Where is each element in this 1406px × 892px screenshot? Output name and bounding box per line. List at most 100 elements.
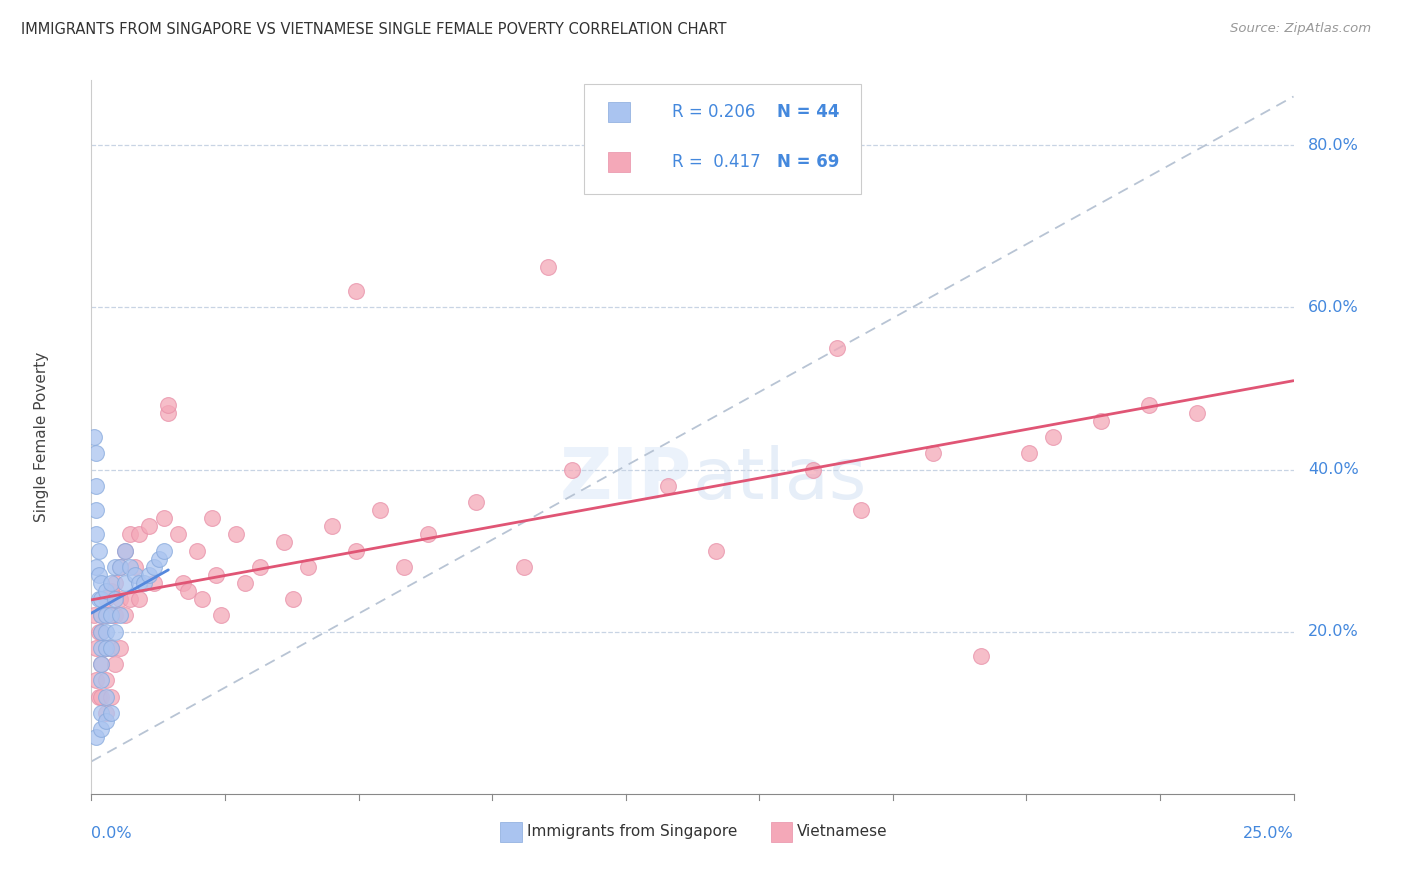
Point [84,559,107,574]
Text: Vietnamese: Vietnamese [797,824,887,839]
Point [90,592,112,607]
Point [392,559,415,574]
Point [172,576,194,591]
Point [104,624,127,639]
Text: atlas: atlas [692,445,868,515]
Point [922,446,945,460]
Point [84,503,107,517]
Point [128,576,150,591]
Point [90,608,112,623]
Point [94,690,117,704]
Point [110,592,132,607]
Text: N = 44: N = 44 [776,103,839,121]
Point [94,673,117,688]
Point [1090,414,1112,428]
Point [344,543,367,558]
Point [1042,430,1064,444]
Point [83,430,105,444]
Point [94,584,117,599]
Point [233,576,256,591]
Point [142,576,165,591]
Point [114,608,136,623]
Point [94,706,117,720]
Text: Source: ZipAtlas.com: Source: ZipAtlas.com [1230,22,1371,36]
Point [100,608,122,623]
Point [152,511,174,525]
Point [142,559,165,574]
Point [94,624,117,639]
Point [191,592,214,607]
FancyBboxPatch shape [770,822,792,842]
Point [87,592,110,607]
Text: 40.0%: 40.0% [1308,462,1358,477]
Point [465,495,488,509]
Point [273,535,295,549]
Point [537,260,560,274]
Point [104,576,127,591]
Point [849,503,872,517]
Point [124,568,146,582]
Point [118,527,141,541]
Point [100,576,122,591]
Point [90,624,112,639]
Point [297,559,319,574]
Point [90,608,112,623]
Point [90,576,112,591]
FancyBboxPatch shape [609,103,630,122]
Text: ZIP: ZIP [560,445,692,515]
Point [104,592,127,607]
Point [186,543,208,558]
Point [100,706,122,720]
Point [94,608,117,623]
FancyBboxPatch shape [609,153,630,172]
Point [87,624,110,639]
Point [94,640,117,655]
Point [110,559,132,574]
Point [368,503,391,517]
FancyBboxPatch shape [585,84,860,194]
Point [104,559,127,574]
Point [104,657,127,672]
Point [225,527,247,541]
Point [84,673,107,688]
Point [104,608,127,623]
Text: Single Female Poverty: Single Female Poverty [34,352,49,522]
Point [1018,446,1040,460]
Point [657,479,679,493]
Point [201,511,224,525]
Point [283,592,305,607]
Point [110,608,132,623]
Point [176,584,198,599]
Point [94,592,117,607]
Point [110,559,132,574]
Point [100,640,122,655]
Text: 60.0%: 60.0% [1308,300,1358,315]
Point [128,527,150,541]
Point [1187,406,1209,420]
Point [128,592,150,607]
Point [94,714,117,728]
Point [205,568,228,582]
Point [321,519,343,533]
Text: 20.0%: 20.0% [1308,624,1358,640]
Point [801,462,824,476]
Point [94,640,117,655]
Point [167,527,190,541]
Point [84,730,107,744]
Point [970,648,993,663]
Text: R = 0.206: R = 0.206 [672,103,755,121]
Point [100,690,122,704]
Point [157,398,180,412]
Point [87,690,110,704]
Point [138,568,160,582]
Point [416,527,439,541]
Point [100,608,122,623]
Point [90,657,112,672]
Point [114,543,136,558]
Point [90,690,112,704]
Point [87,543,110,558]
Point [114,576,136,591]
Point [84,640,107,655]
Text: R =  0.417: R = 0.417 [672,153,761,171]
Text: Immigrants from Singapore: Immigrants from Singapore [527,824,737,839]
